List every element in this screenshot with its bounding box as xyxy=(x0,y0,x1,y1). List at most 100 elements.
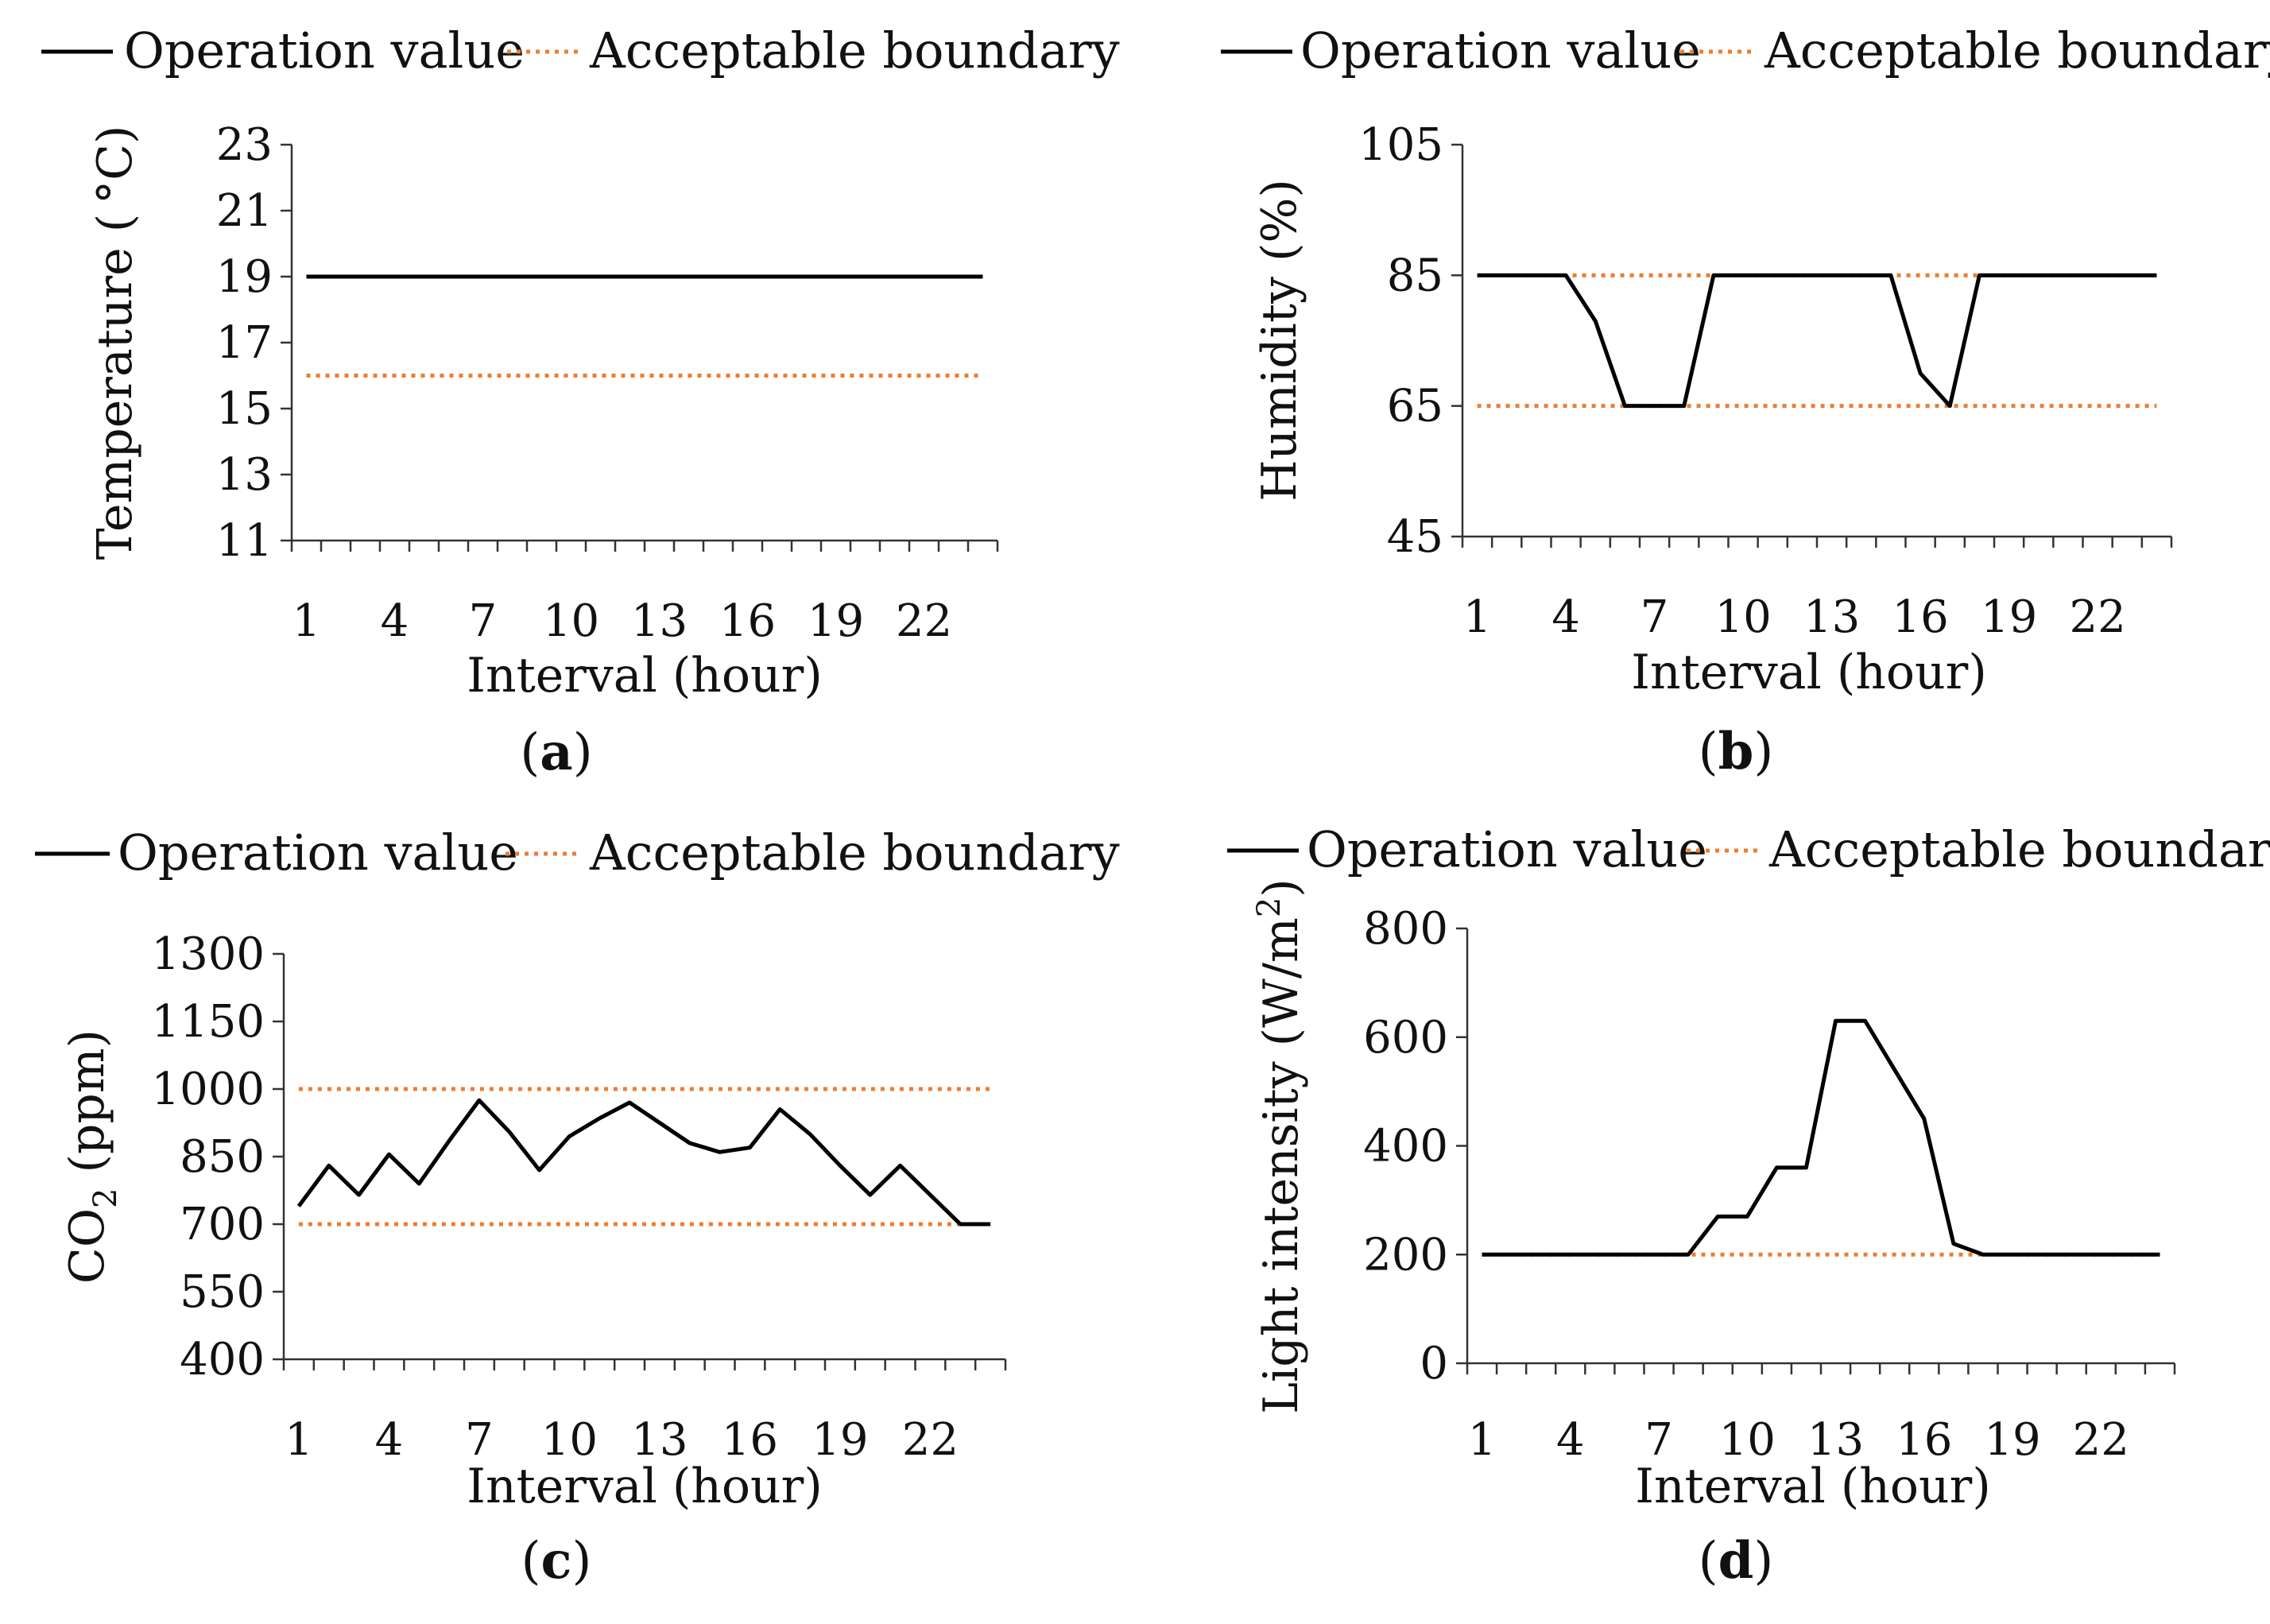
caption-letter: a xyxy=(540,723,572,782)
y-tick-label: 13 xyxy=(216,449,273,501)
series-line-operation xyxy=(1477,273,2157,409)
y-tick-label: 600 xyxy=(1363,1012,1448,1064)
y-axis-title-part: Light intensity (W/m xyxy=(1253,917,1309,1414)
caption-close: ) xyxy=(1753,1532,1773,1591)
x-tick-label: 16 xyxy=(1896,1414,1952,1466)
series-line-operation xyxy=(296,1098,991,1227)
x-tick-label: 13 xyxy=(631,1414,688,1466)
legend: Operation value Acceptable boundary xyxy=(35,824,1120,882)
caption-open: ( xyxy=(520,723,540,782)
legend-boundary-label: Acceptable boundary xyxy=(589,824,1120,882)
y-tick-label: 105 xyxy=(1358,119,1443,171)
panel-caption: (c) xyxy=(521,1531,592,1591)
caption-letter: c xyxy=(541,1531,572,1591)
legend-operation-label: Operation value xyxy=(1300,21,1701,79)
x-axis-title: Interval (hour) xyxy=(467,648,822,703)
x-tick-label: 10 xyxy=(541,1414,598,1466)
legend-operation-label: Operation value xyxy=(124,21,525,79)
series-line-operation xyxy=(1482,1018,2160,1257)
x-tick-label: 13 xyxy=(1807,1414,1864,1466)
legend-operation-label: Operation value xyxy=(1307,820,1707,878)
x-tick-label: 4 xyxy=(1551,591,1580,643)
panel-caption: (d) xyxy=(1699,1531,1774,1591)
y-tick-label: 85 xyxy=(1387,250,1443,301)
x-tick-label: 10 xyxy=(1719,1414,1776,1466)
x-tick-label: 7 xyxy=(1644,1414,1673,1466)
x-axis-title: Interval (hour) xyxy=(467,1459,822,1514)
caption-open: ( xyxy=(1699,1532,1718,1591)
y-tick-label: 200 xyxy=(1363,1229,1448,1281)
y-axis-title-part: ) xyxy=(1253,878,1309,897)
x-tick-label: 7 xyxy=(1641,591,1669,643)
chart-panel-d: Operation value Acceptable boundary 0 200 40… xyxy=(1227,820,2270,1591)
y-tick-label: 700 xyxy=(180,1199,265,1250)
x-tick-label: 13 xyxy=(631,595,688,647)
x-tick-label: 19 xyxy=(812,1414,868,1466)
y-axis-title: Light intensity (W/m2) xyxy=(1251,878,1309,1413)
x-tick-label: 10 xyxy=(1714,591,1771,643)
caption-letter: b xyxy=(1718,722,1754,781)
x-tick-label: 1 xyxy=(1463,591,1492,643)
x-tick-label: 4 xyxy=(375,1414,404,1466)
y-tick-label: 45 xyxy=(1387,511,1443,563)
y-axis-title: CO2 (ppm) xyxy=(60,1029,124,1284)
x-tick-label: 16 xyxy=(1892,591,1948,643)
legend-operation-label: Operation value xyxy=(118,824,518,882)
y-axis-title-part: (ppm) xyxy=(60,1029,115,1188)
x-tick-label: 4 xyxy=(1556,1414,1585,1466)
y-tick-label: 550 xyxy=(180,1266,265,1318)
y-tick-label: 23 xyxy=(216,119,273,171)
y-tick-label: 65 xyxy=(1387,381,1443,432)
panel-caption: (b) xyxy=(1699,722,1774,781)
y-axis-title: Humidity (%) xyxy=(1252,179,1307,502)
panel-caption: (a) xyxy=(520,723,592,782)
y-tick-label: 17 xyxy=(216,317,273,369)
caption-open: ( xyxy=(521,1532,541,1591)
y-axis-title-subscript: 2 xyxy=(87,1188,124,1208)
x-tick-label: 1 xyxy=(285,1414,313,1466)
x-tick-label: 19 xyxy=(1981,591,2037,643)
y-axis-title-superscript: 2 xyxy=(1251,897,1288,917)
y-tick-label: 19 xyxy=(216,251,273,303)
legend: Operation value Acceptable boundary xyxy=(41,21,1120,79)
y-tick-label: 1300 xyxy=(151,928,265,980)
y-tick-label: 15 xyxy=(216,383,273,435)
x-tick-label: 22 xyxy=(2069,591,2125,643)
y-tick-label: 21 xyxy=(216,185,273,237)
y-tick-label: 400 xyxy=(180,1334,265,1386)
y-axis-title: Temperature ( °C) xyxy=(87,126,143,560)
y-tick-label: 1150 xyxy=(151,996,265,1048)
x-tick-label: 13 xyxy=(1803,591,1860,643)
y-tick-label: 11 xyxy=(216,515,273,567)
x-tick-label: 7 xyxy=(469,595,498,647)
y-tick-label: 400 xyxy=(1363,1121,1448,1172)
caption-close: ) xyxy=(1753,723,1773,781)
y-axis-title-part: CO xyxy=(60,1208,115,1284)
x-tick-label: 10 xyxy=(543,595,599,647)
y-tick-label: 0 xyxy=(1420,1338,1448,1390)
x-tick-label: 22 xyxy=(902,1414,959,1466)
x-tick-label: 16 xyxy=(722,1414,778,1466)
x-axis-title: Interval (hour) xyxy=(1631,645,1986,700)
chart-panel-a: Operation value Acceptable boundary 11 13 15… xyxy=(41,21,1120,782)
chart-panel-c: Operation value Acceptable boundary 400 550… xyxy=(35,824,1120,1591)
x-tick-label: 22 xyxy=(896,595,952,647)
x-tick-label: 19 xyxy=(808,595,864,647)
x-tick-label: 1 xyxy=(292,595,321,647)
y-tick-label: 1000 xyxy=(151,1064,265,1115)
y-tick-label: 850 xyxy=(180,1131,265,1183)
caption-letter: d xyxy=(1718,1531,1754,1591)
x-tick-label: 1 xyxy=(1468,1414,1497,1466)
legend-boundary-label: Acceptable boundary xyxy=(589,21,1120,79)
legend-boundary-label: Acceptable boundary xyxy=(1768,820,2270,878)
x-tick-label: 4 xyxy=(381,595,409,647)
x-tick-label: 19 xyxy=(1984,1414,2040,1466)
legend: Operation value Acceptable boundary xyxy=(1221,21,2270,79)
caption-close: ) xyxy=(573,723,593,782)
y-tick-label: 800 xyxy=(1363,903,1448,955)
caption-close: ) xyxy=(571,1532,591,1591)
x-tick-label: 16 xyxy=(719,595,776,647)
legend-boundary-label: Acceptable boundary xyxy=(1764,21,2270,79)
legend: Operation value Acceptable boundary xyxy=(1227,820,2270,878)
